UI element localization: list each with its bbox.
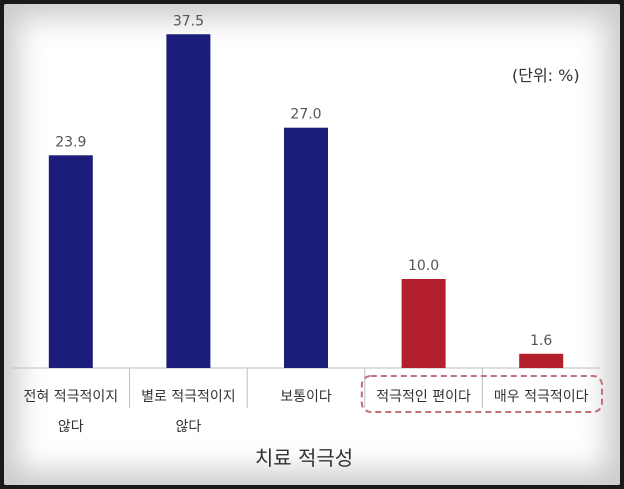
category-label-1-line-1: 전혀 적극적이지 bbox=[23, 389, 118, 405]
category-label-2-line-1: 별로 적극적이지 bbox=[141, 389, 236, 405]
data-label-4: 10.0 bbox=[408, 258, 439, 274]
category-label-1-line-2: 않다 bbox=[58, 419, 84, 435]
bar-5 bbox=[519, 353, 564, 368]
data-label-1: 23.9 bbox=[55, 134, 86, 150]
bar-3 bbox=[284, 127, 328, 368]
data-label-2: 37.5 bbox=[173, 13, 204, 29]
data-label-5: 1.6 bbox=[530, 333, 552, 349]
bar-1 bbox=[48, 155, 93, 368]
data-label-3: 27.0 bbox=[290, 107, 321, 123]
x-axis-title: 치료 적극성 bbox=[254, 446, 354, 470]
unit-label: (단위: %) bbox=[512, 66, 580, 85]
highlight-box bbox=[360, 375, 603, 413]
category-label-2-line-2: 않다 bbox=[176, 419, 202, 435]
category-label-4: 적극적인 편이다 bbox=[376, 389, 471, 405]
category-label-3: 보통이다 bbox=[280, 389, 332, 405]
bar-4 bbox=[401, 279, 446, 368]
bar-2 bbox=[166, 34, 211, 368]
category-label-5: 매우 적극적이다 bbox=[494, 389, 589, 405]
